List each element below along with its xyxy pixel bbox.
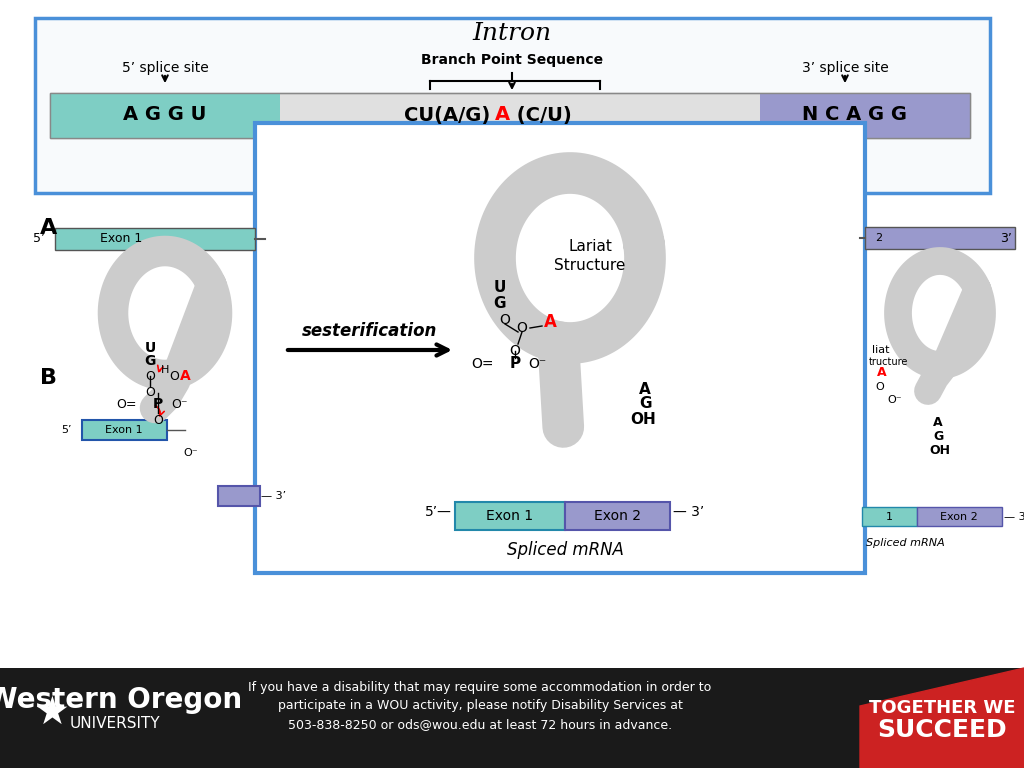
Polygon shape: [860, 668, 1024, 768]
FancyBboxPatch shape: [55, 228, 255, 250]
Text: 3’ splice site: 3’ splice site: [802, 61, 889, 75]
Text: G: G: [494, 296, 506, 310]
Text: A: A: [878, 366, 887, 379]
FancyBboxPatch shape: [862, 507, 918, 526]
Text: A: A: [40, 218, 57, 238]
Text: A: A: [179, 369, 190, 383]
Text: UNIVERSITY: UNIVERSITY: [70, 716, 161, 730]
Text: O⁻: O⁻: [528, 357, 546, 371]
Text: A: A: [544, 313, 556, 331]
Text: 5’—: 5’—: [425, 505, 452, 519]
FancyBboxPatch shape: [50, 93, 970, 138]
Text: Spliced mRNA: Spliced mRNA: [507, 541, 624, 559]
Text: OH: OH: [630, 412, 656, 426]
FancyBboxPatch shape: [565, 502, 670, 530]
FancyBboxPatch shape: [0, 668, 1024, 768]
FancyBboxPatch shape: [218, 486, 260, 506]
Text: A: A: [639, 382, 651, 398]
Text: Exon 1: Exon 1: [100, 231, 142, 244]
Text: U: U: [494, 280, 506, 296]
Text: P: P: [153, 397, 163, 411]
Text: O: O: [876, 382, 885, 392]
Text: U: U: [144, 341, 156, 355]
Text: O=: O=: [471, 357, 494, 371]
Text: CU(A/G): CU(A/G): [403, 105, 490, 124]
Text: — 3’: — 3’: [1004, 512, 1024, 522]
Text: O: O: [500, 313, 510, 327]
Text: O=: O=: [117, 398, 137, 411]
Text: 5’: 5’: [61, 425, 72, 435]
Text: A: A: [933, 416, 943, 429]
FancyBboxPatch shape: [82, 420, 167, 440]
Text: liat: liat: [872, 345, 890, 355]
FancyBboxPatch shape: [918, 507, 1002, 526]
Text: A G G U: A G G U: [123, 105, 207, 124]
Text: ★: ★: [35, 694, 70, 732]
Text: — 3’: — 3’: [261, 491, 286, 501]
Text: P: P: [509, 356, 520, 372]
Text: B: B: [40, 368, 57, 388]
Text: O⁻: O⁻: [171, 398, 187, 411]
FancyBboxPatch shape: [35, 18, 990, 193]
Text: G: G: [639, 396, 651, 412]
Text: Lariat
Structure: Lariat Structure: [554, 239, 626, 273]
Text: Spliced mRNA: Spliced mRNA: [865, 538, 944, 548]
Text: O: O: [169, 369, 179, 382]
Text: — 3’: — 3’: [673, 505, 705, 519]
Text: Exon 1: Exon 1: [486, 509, 534, 523]
Text: 2: 2: [874, 233, 882, 243]
Text: G: G: [144, 354, 156, 368]
Text: O: O: [153, 413, 163, 426]
Text: Intron: Intron: [472, 22, 552, 45]
FancyBboxPatch shape: [865, 227, 1015, 249]
FancyBboxPatch shape: [255, 123, 865, 573]
Text: Exon 2: Exon 2: [940, 512, 978, 522]
Text: O: O: [516, 321, 527, 335]
Text: TOGETHER WE: TOGETHER WE: [868, 699, 1015, 717]
Text: OH: OH: [930, 443, 950, 456]
Text: tructure: tructure: [869, 357, 908, 367]
Text: 1: 1: [886, 512, 893, 522]
Text: O: O: [145, 369, 155, 382]
Text: O: O: [145, 386, 155, 399]
Text: SUCCEED: SUCCEED: [878, 718, 1007, 742]
Text: O: O: [510, 344, 520, 358]
Text: 3’: 3’: [1000, 231, 1012, 244]
Text: sesterification: sesterification: [302, 322, 437, 340]
Text: O⁻: O⁻: [887, 395, 901, 405]
FancyBboxPatch shape: [760, 93, 970, 138]
Text: H: H: [161, 365, 169, 375]
Text: 5’: 5’: [33, 233, 45, 246]
Text: N C A G G: N C A G G: [803, 105, 907, 124]
Text: Exon 2: Exon 2: [594, 509, 640, 523]
Text: A: A: [495, 105, 510, 124]
Text: G: G: [933, 429, 943, 442]
Text: Exon 1: Exon 1: [105, 425, 142, 435]
Text: Branch Point Sequence: Branch Point Sequence: [421, 53, 603, 67]
FancyBboxPatch shape: [455, 502, 565, 530]
FancyBboxPatch shape: [50, 93, 280, 138]
Text: O⁻: O⁻: [183, 448, 198, 458]
Text: If you have a disability that may require some accommodation in order to
partici: If you have a disability that may requir…: [249, 680, 712, 731]
Text: (C/U): (C/U): [510, 105, 571, 124]
Text: Western Oregon: Western Oregon: [0, 686, 243, 714]
Text: 5’ splice site: 5’ splice site: [122, 61, 208, 75]
